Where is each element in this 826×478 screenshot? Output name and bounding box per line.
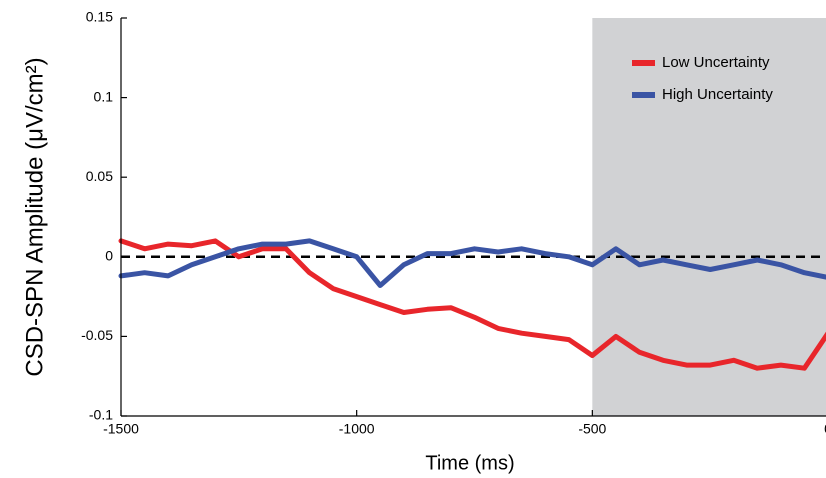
x-tick-label: -500 bbox=[578, 421, 606, 437]
y-tick-label: -0.05 bbox=[81, 327, 113, 343]
y-axis-label: CSD-SPN Amplitude (μV/cm²) bbox=[21, 57, 48, 376]
y-tick-label: 0.15 bbox=[86, 9, 113, 25]
x-tick-label: 0 bbox=[824, 421, 826, 437]
y-tick-label: 0 bbox=[105, 248, 113, 264]
x-axis-label: Time (ms) bbox=[425, 452, 514, 474]
legend-label: Low Uncertainty bbox=[662, 54, 770, 71]
data-line bbox=[118, 238, 826, 371]
legend-label: High Uncertainty bbox=[662, 86, 773, 103]
x-tick-label: -1500 bbox=[103, 421, 139, 437]
y-tick-label: -0.1 bbox=[89, 407, 113, 423]
y-tick-label: 0.05 bbox=[86, 168, 113, 184]
x-tick-label: -1000 bbox=[339, 421, 375, 437]
data-line bbox=[118, 238, 826, 288]
y-tick-label: 0.1 bbox=[94, 88, 114, 104]
shaded-region bbox=[592, 18, 826, 416]
